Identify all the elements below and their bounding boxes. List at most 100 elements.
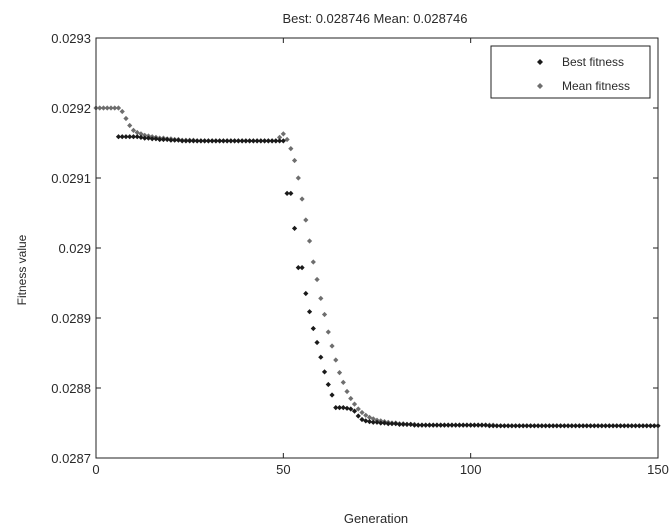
best-fitness-point [280, 138, 286, 144]
best-fitness-point [355, 413, 361, 419]
legend-marker-best-fitness [537, 59, 543, 65]
best-fitness-point [194, 138, 200, 144]
best-fitness-point [501, 423, 507, 429]
mean-fitness-point [288, 146, 294, 152]
best-fitness-point [572, 423, 579, 429]
best-fitness-point [475, 422, 481, 428]
best-fitness-point [404, 421, 410, 427]
series-mean-fitness [93, 105, 661, 429]
series-best-fitness [115, 134, 661, 429]
best-fitness-point [306, 309, 313, 315]
best-fitness-point [370, 419, 376, 425]
best-fitness-point [269, 138, 275, 144]
best-fitness-point [535, 423, 541, 429]
best-fitness-point [187, 138, 193, 144]
best-fitness-point [587, 423, 594, 429]
best-fitness-point [396, 421, 403, 427]
mean-fitness-point [348, 395, 354, 402]
best-fitness-point [505, 423, 511, 429]
best-fitness-point [621, 423, 627, 429]
best-fitness-point [336, 405, 343, 411]
best-fitness-point [434, 422, 440, 428]
best-fitness-point [276, 138, 283, 144]
legend-label-best-fitness: Best fitness [562, 55, 624, 69]
best-fitness-point [243, 138, 249, 144]
best-fitness-point [550, 423, 556, 429]
best-fitness-point [591, 423, 597, 429]
best-fitness-point [209, 138, 215, 144]
best-fitness-point [617, 423, 624, 429]
best-fitness-point [149, 136, 155, 142]
x-tick-label: 0 [92, 462, 99, 477]
mean-fitness-point [119, 108, 125, 115]
y-tick-label: 0.0287 [51, 451, 91, 466]
best-fitness-point [494, 423, 500, 429]
best-fitness-point [265, 138, 271, 144]
best-fitness-point [262, 138, 268, 144]
best-fitness-point [464, 422, 470, 428]
best-fitness-point [531, 423, 537, 429]
best-fitness-point [172, 137, 178, 143]
best-fitness-point [483, 422, 489, 428]
best-fitness-point [636, 423, 642, 429]
best-fitness-point [142, 135, 148, 141]
best-fitness-point [385, 421, 391, 427]
best-fitness-point [640, 423, 646, 429]
best-fitness-point [213, 138, 219, 144]
mean-fitness-point [340, 379, 346, 385]
mean-fitness-point [100, 105, 107, 111]
best-fitness-point [228, 138, 234, 144]
best-fitness-point [284, 190, 290, 196]
best-fitness-point [456, 422, 463, 428]
best-fitness-point [430, 422, 436, 428]
best-fitness-point [179, 138, 185, 144]
best-fitness-point [321, 369, 328, 375]
best-fitness-point [258, 138, 264, 144]
best-fitness-point [205, 138, 211, 144]
mean-fitness-point [280, 131, 286, 137]
best-fitness-point [513, 423, 519, 429]
best-fitness-point [426, 422, 433, 428]
y-tick-label: 0.029 [58, 241, 91, 256]
best-fitness-point [557, 423, 564, 429]
best-fitness-point [235, 138, 241, 144]
best-fitness-point [584, 423, 590, 429]
mean-fitness-point [123, 115, 129, 122]
y-tick-label: 0.0289 [51, 311, 91, 326]
best-fitness-point [411, 422, 418, 428]
y-tick-label: 0.0292 [51, 101, 91, 116]
best-fitness-point [351, 408, 358, 414]
best-fitness-point [419, 422, 425, 428]
best-fitness-point [295, 265, 301, 271]
best-fitness-point [644, 423, 650, 429]
best-fitness-point [217, 138, 223, 144]
plot-frame [95, 37, 659, 459]
best-fitness-point [561, 423, 567, 429]
best-fitness-point [595, 423, 601, 429]
mean-fitness-point [127, 122, 133, 129]
best-fitness-point [651, 423, 657, 429]
mean-fitness-point [306, 238, 313, 244]
best-fitness-point [153, 136, 159, 142]
best-fitness-point [299, 265, 305, 271]
best-fitness-point [614, 423, 620, 429]
best-fitness-point [175, 137, 182, 143]
best-fitness-point [157, 136, 163, 143]
best-fitness-point [647, 423, 654, 429]
mean-fitness-point [344, 388, 350, 395]
mean-fitness-point [291, 157, 298, 164]
best-fitness-point [314, 339, 320, 346]
best-fitness-point [453, 422, 459, 428]
best-fitness-point [602, 423, 609, 429]
best-fitness-point [198, 138, 204, 144]
mean-fitness-point [370, 416, 376, 422]
mean-fitness-point [303, 217, 309, 223]
best-fitness-point [254, 138, 260, 144]
mean-fitness-point [142, 132, 148, 138]
mean-fitness-point [276, 134, 283, 140]
best-fitness-point [288, 190, 294, 196]
best-fitness-point [580, 423, 586, 429]
best-fitness-point [539, 423, 545, 429]
legend-box [490, 45, 651, 99]
